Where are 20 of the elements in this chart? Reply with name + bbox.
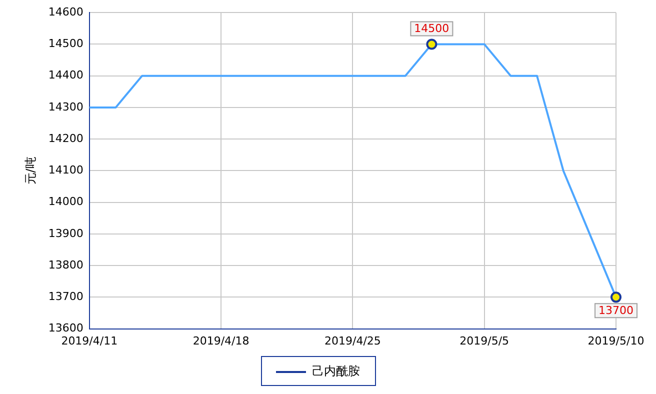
y-tick-label: 14200 <box>48 132 84 145</box>
x-tick-label: 2019/4/25 <box>324 334 381 348</box>
y-tick-label: 13800 <box>48 258 84 272</box>
y-tick-label: 14500 <box>48 37 84 50</box>
y-tick-label: 14400 <box>48 68 84 82</box>
y-tick-label: 14600 <box>48 5 84 18</box>
x-tick-label: 2019/4/11 <box>61 334 118 348</box>
y-tick-label: 14000 <box>48 195 84 208</box>
y-tick-label: 13700 <box>48 290 84 304</box>
x-tick-label: 2019/5/10 <box>588 334 644 348</box>
y-tick-label: 14300 <box>48 100 84 114</box>
legend-label: 己内酰胺 <box>312 364 360 378</box>
y-tick-label: 13900 <box>48 226 84 240</box>
x-tick-label: 2019/5/5 <box>460 334 510 348</box>
x-tick-label: 2019/4/18 <box>192 334 250 348</box>
y-tick-label: 14100 <box>48 164 84 177</box>
data-label: 13700 <box>598 304 634 318</box>
y-tick-label: 13600 <box>48 322 84 335</box>
data-label: 14500 <box>414 22 450 36</box>
y-axis-title: 元/吨 <box>23 156 38 185</box>
